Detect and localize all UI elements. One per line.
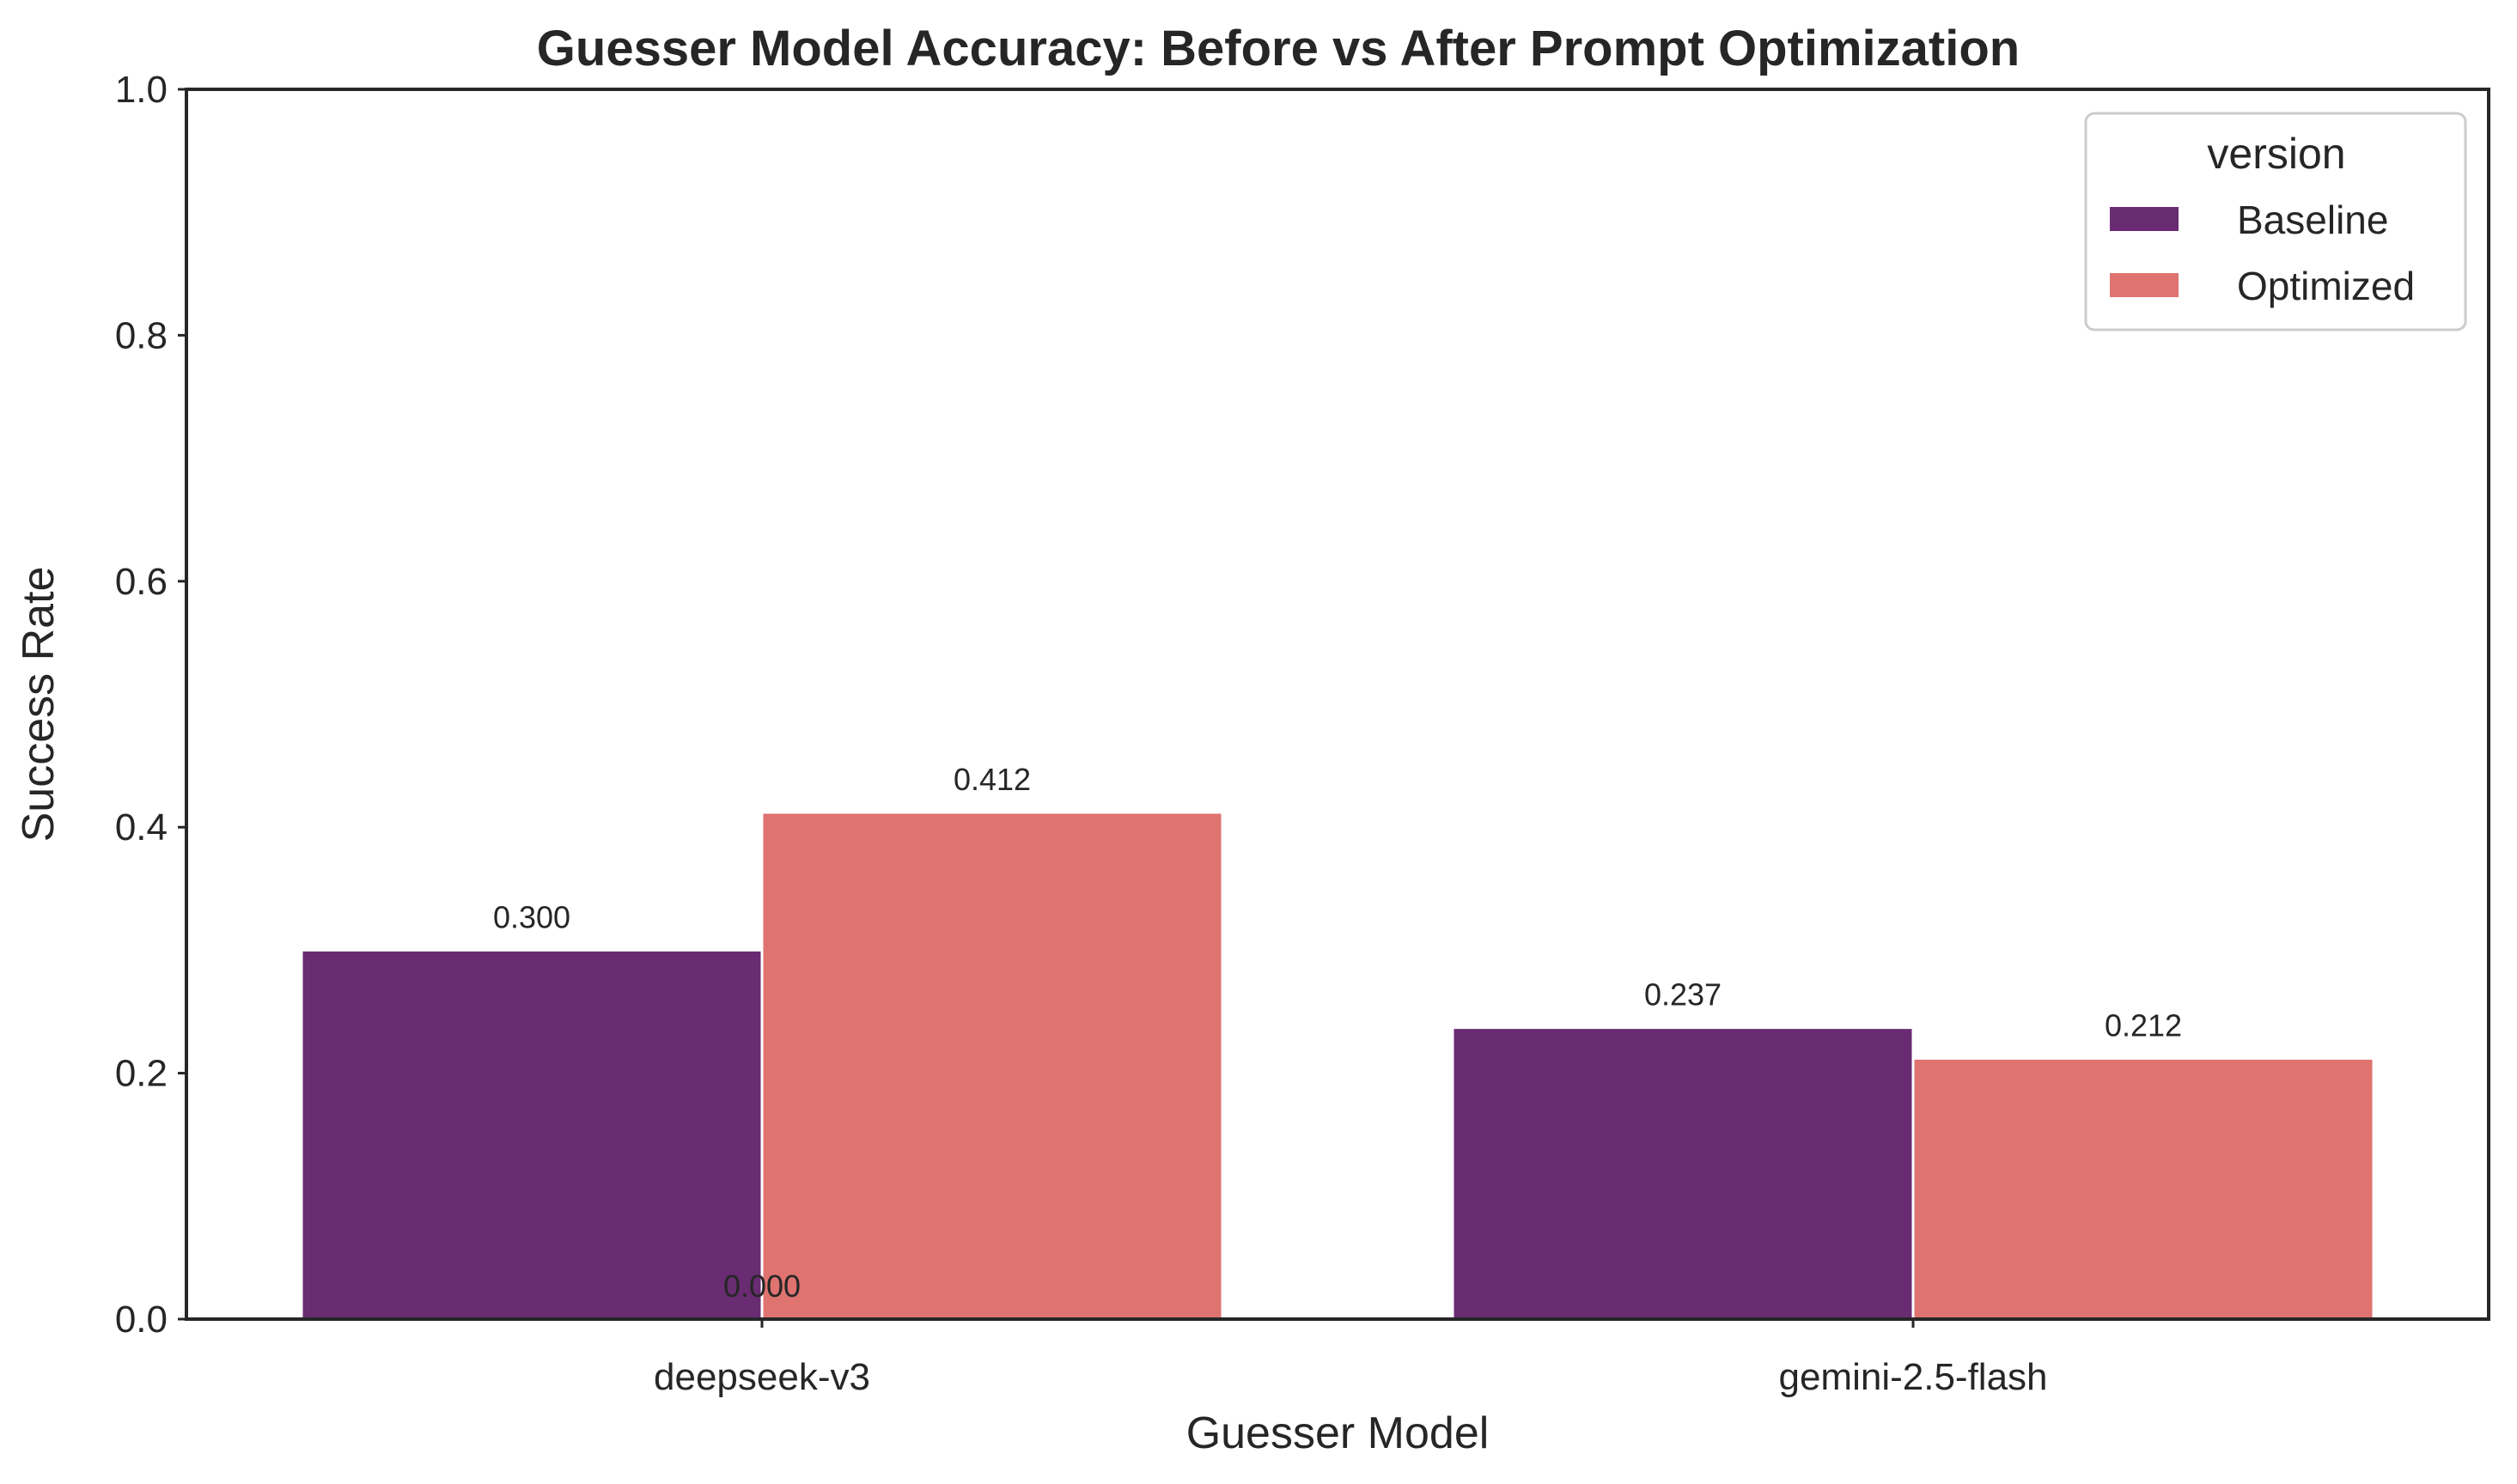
bar-baseline-gemini-2-5-flash <box>1451 1026 1915 1321</box>
bar-optimized-gemini-2-5-flash <box>1911 1056 2375 1321</box>
data-label-optimized-gemini-2-5-flash: 0.212 <box>2105 1007 2182 1043</box>
x-axis-ticks: deepseek-v3 gemini-2.5-flash <box>654 1319 2048 1398</box>
y-tick-label-1: 0.2 <box>115 1053 168 1095</box>
y-tick-label-5: 1.0 <box>115 69 168 111</box>
legend-box <box>2084 112 2467 331</box>
bar-labels-group: 0.300 0.237 0.412 0.212 0.000 <box>493 762 2182 1304</box>
legend-label-optimized: Optimized <box>2237 264 2415 308</box>
legend-label-baseline: Baseline <box>2237 198 2388 242</box>
plot-frame <box>185 88 2490 1321</box>
bars-group <box>300 811 2375 1321</box>
legend-title: version <box>2207 130 2345 178</box>
x-tick-label-gemini-2-5-flash: gemini-2.5-flash <box>1778 1356 2047 1398</box>
legend: version Baseline Optimized <box>2084 112 2467 331</box>
x-tick-label-deepseek-v3: deepseek-v3 <box>654 1356 870 1398</box>
data-label-baseline-deepseek-v3: 0.300 <box>493 899 570 934</box>
y-axis-label: Success Rate <box>14 567 64 842</box>
legend-swatch-baseline <box>2110 207 2179 231</box>
y-tick-label-3: 0.6 <box>115 561 168 603</box>
y-tick-label-4: 0.8 <box>115 314 168 356</box>
y-tick-label-0: 0.0 <box>115 1298 168 1341</box>
y-tick-label-2: 0.4 <box>115 806 168 848</box>
x-axis-label: Guesser Model <box>1186 1408 1490 1458</box>
y-axis-ticks: 0.0 0.2 0.4 0.6 0.8 1.0 <box>115 69 186 1341</box>
bar-optimized-deepseek-v3 <box>760 811 1224 1321</box>
bar-baseline-deepseek-v3 <box>300 948 764 1321</box>
data-label-extra-0: 0.000 <box>723 1268 801 1304</box>
data-label-baseline-gemini-2-5-flash: 0.237 <box>1644 977 1722 1013</box>
legend-swatch-optimized <box>2110 273 2179 297</box>
chart-title: Guesser Model Accuracy: Before vs After … <box>537 21 2020 76</box>
data-label-optimized-deepseek-v3: 0.412 <box>954 762 1031 797</box>
